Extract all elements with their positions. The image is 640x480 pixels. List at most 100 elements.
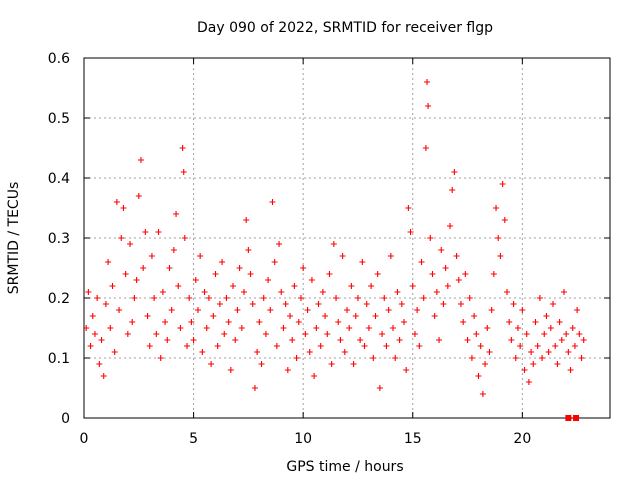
data-point <box>431 313 438 319</box>
data-point <box>216 301 223 307</box>
data-point <box>370 355 377 361</box>
data-point <box>348 283 355 289</box>
data-point <box>324 331 331 337</box>
data-point <box>396 337 403 343</box>
data-point <box>201 289 208 295</box>
data-point <box>166 265 173 271</box>
data-point <box>162 319 169 325</box>
data-point <box>403 367 410 373</box>
data-point <box>449 187 456 193</box>
data-point <box>186 295 193 301</box>
data-point <box>484 325 491 331</box>
data-point <box>135 193 142 199</box>
data-point <box>341 349 348 355</box>
data-point <box>227 367 234 373</box>
data-point <box>337 337 344 343</box>
data-point <box>473 331 480 337</box>
data-point <box>519 307 526 313</box>
data-point <box>536 295 543 301</box>
data-point <box>180 169 187 175</box>
data-point <box>284 367 291 373</box>
data-point <box>142 229 149 235</box>
data-point <box>300 265 307 271</box>
data-point <box>236 265 243 271</box>
data-point <box>330 241 337 247</box>
data-point <box>525 379 532 385</box>
data-point <box>313 325 320 331</box>
data-point <box>576 331 583 337</box>
data-point <box>486 349 493 355</box>
data-point <box>120 205 127 211</box>
data-point <box>328 361 335 367</box>
axis-ticks <box>83 57 610 419</box>
data-point <box>376 385 383 391</box>
data-point <box>499 181 506 187</box>
data-point <box>398 301 405 307</box>
data-point <box>131 295 138 301</box>
data-point <box>295 319 302 325</box>
data-point <box>394 289 401 295</box>
data-point <box>442 265 449 271</box>
data-point <box>457 301 464 307</box>
data-point <box>565 349 572 355</box>
data-point <box>335 319 342 325</box>
data-point <box>291 283 298 289</box>
data-point <box>113 199 120 205</box>
y-tick-label: 0 <box>61 411 70 427</box>
data-point <box>547 325 554 331</box>
data-point <box>179 145 186 151</box>
x-tick-label: 10 <box>294 431 312 447</box>
data-point <box>326 271 333 277</box>
data-point <box>129 319 136 325</box>
data-point <box>234 307 241 313</box>
data-point <box>447 223 454 229</box>
data-point <box>512 355 519 361</box>
data-point <box>282 301 289 307</box>
data-point <box>262 331 269 337</box>
data-point <box>344 307 350 313</box>
data-point <box>528 349 535 355</box>
flag-marker <box>573 415 580 421</box>
data-points <box>83 79 587 421</box>
data-point <box>427 235 434 241</box>
data-point <box>271 259 278 265</box>
data-point <box>423 79 430 85</box>
data-point <box>102 301 109 307</box>
data-point <box>503 289 510 295</box>
data-point <box>287 313 294 319</box>
data-point <box>85 289 92 295</box>
data-point <box>146 343 153 349</box>
data-point <box>508 337 515 343</box>
data-point <box>197 253 204 259</box>
data-point <box>363 301 370 307</box>
chart-title: Day 090 of 2022, SRMTID for receiver flg… <box>197 20 493 36</box>
y-tick-label: 0.2 <box>48 291 70 307</box>
data-point <box>425 103 432 109</box>
data-point <box>420 295 427 301</box>
data-point <box>199 349 206 355</box>
y-tick-label: 0.5 <box>48 111 70 127</box>
data-point <box>91 331 98 337</box>
data-point <box>558 337 565 343</box>
data-point <box>333 295 340 301</box>
data-point <box>98 337 105 343</box>
flag-marker <box>565 415 572 421</box>
data-point <box>409 283 416 289</box>
data-point <box>243 217 250 223</box>
data-point <box>543 313 550 319</box>
data-point <box>560 289 567 295</box>
data-point <box>144 313 151 319</box>
data-point <box>383 343 390 349</box>
data-point <box>357 337 364 343</box>
data-point <box>164 337 171 343</box>
x-tick-label: 0 <box>80 431 89 447</box>
data-point <box>267 307 274 313</box>
data-point <box>460 319 467 325</box>
data-point <box>260 295 267 301</box>
data-point <box>400 319 407 325</box>
data-point <box>170 247 177 253</box>
y-tick-label: 0.4 <box>48 171 70 187</box>
data-point <box>359 259 366 265</box>
data-point <box>137 157 144 163</box>
x-axis-title: GPS time / hours <box>286 459 403 475</box>
